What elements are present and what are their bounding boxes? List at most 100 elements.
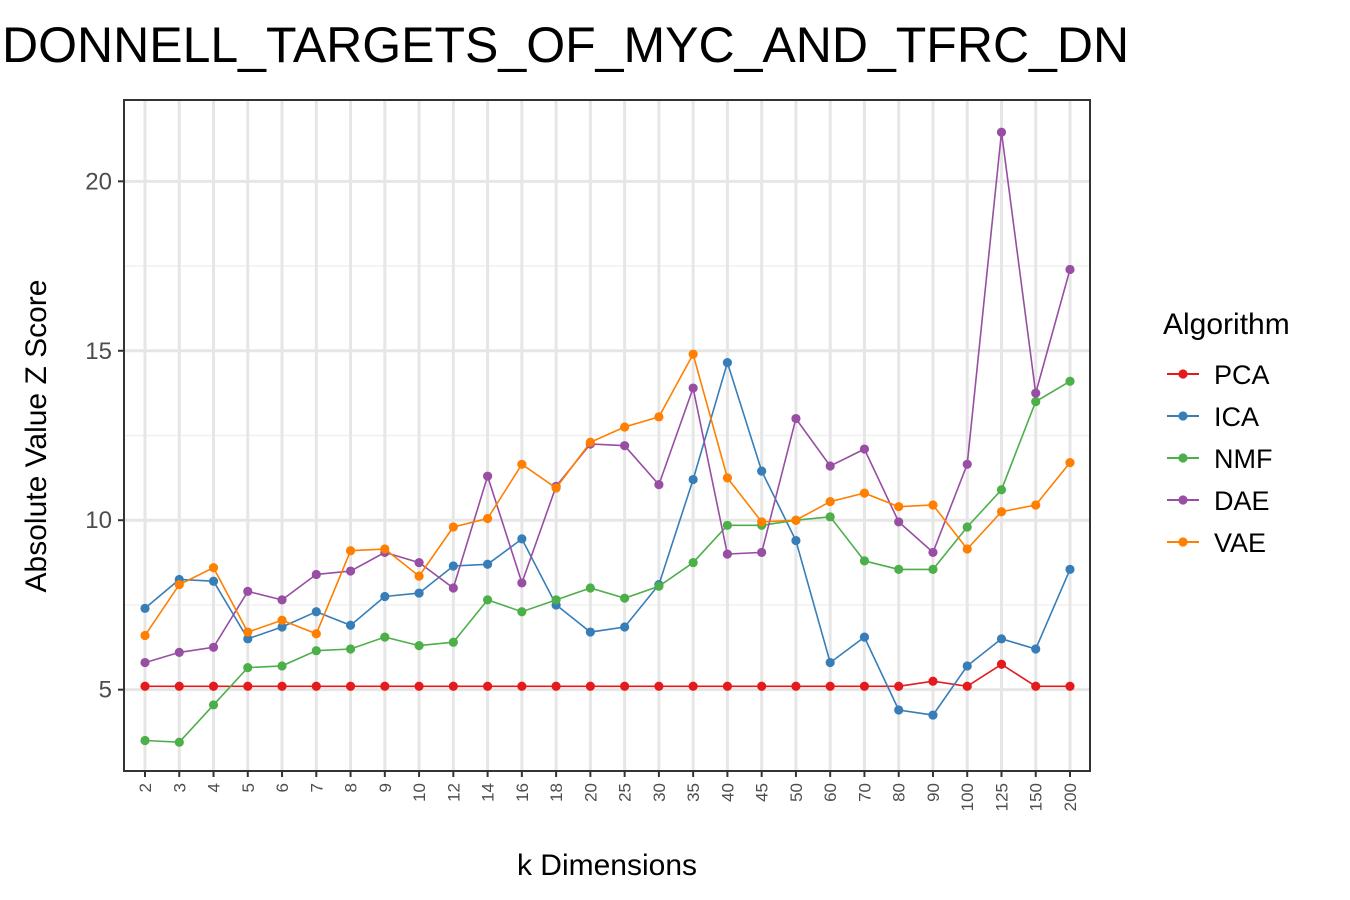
data-point-vae [962, 544, 972, 554]
data-point-nmf [722, 520, 733, 530]
data-point-nmf [311, 646, 321, 656]
y-tick-label: 20 [85, 168, 112, 195]
data-point-dae [345, 566, 356, 576]
data-point-nmf [1065, 376, 1075, 386]
data-point-dae [448, 583, 458, 593]
x-tick-label: 45 [753, 783, 772, 802]
data-point-pca [722, 681, 733, 691]
data-point-ica [928, 710, 938, 720]
series-vae [140, 349, 1075, 641]
data-point-dae [825, 461, 835, 471]
data-point-nmf [894, 564, 904, 574]
x-tick-label: 125 [992, 783, 1011, 811]
data-point-pca [482, 681, 493, 691]
y-tick-label: 15 [85, 338, 112, 365]
data-point-pca [1031, 681, 1041, 691]
data-point-dae [1065, 264, 1075, 275]
data-point-vae [345, 546, 356, 556]
data-point-pca [688, 681, 698, 691]
data-point-dae [482, 471, 493, 481]
legend: Algorithm PCA ICA NMF DAE VAE [1163, 308, 1290, 558]
data-point-nmf [482, 595, 493, 605]
data-point-vae [791, 515, 801, 525]
x-tick-label: 35 [684, 783, 703, 802]
data-point-pca [825, 681, 835, 691]
x-tick-label: 60 [821, 783, 840, 802]
data-point-ica [1065, 564, 1075, 574]
x-tick-label: 80 [890, 783, 909, 802]
legend-item-vae: VAE [1167, 528, 1266, 558]
data-point-nmf [688, 557, 698, 568]
legend-label-ica: ICA [1214, 402, 1259, 432]
data-point-pca [414, 681, 424, 691]
y-tick-label: 10 [85, 507, 112, 534]
data-point-pca [654, 681, 664, 691]
grid [124, 100, 1090, 771]
data-point-vae [277, 615, 287, 625]
legend-items: PCA ICA NMF DAE VAE [1167, 360, 1272, 558]
data-point-vae [859, 488, 870, 498]
data-point-ica [448, 561, 458, 571]
x-tick-label: 50 [787, 783, 806, 802]
data-point-vae [482, 513, 493, 524]
legend-marker-vae [1178, 537, 1188, 547]
data-point-nmf [380, 632, 390, 642]
data-point-pca [551, 681, 561, 691]
legend-label-pca: PCA [1214, 360, 1270, 390]
x-tick-label: 10 [410, 783, 429, 802]
data-point-vae [243, 627, 253, 637]
legend-title: Algorithm [1163, 308, 1290, 341]
data-point-nmf [140, 735, 150, 746]
data-point-nmf [517, 607, 527, 617]
data-point-pca [757, 681, 767, 691]
x-tick-label: 30 [650, 783, 669, 802]
series-line-nmf [144, 380, 1071, 744]
data-point-ica [620, 622, 630, 632]
data-point-dae [414, 557, 424, 568]
x-tick-label: 12 [444, 783, 463, 802]
data-point-vae [996, 507, 1007, 517]
data-point-nmf [243, 663, 253, 673]
legend-label-vae: VAE [1214, 528, 1266, 558]
data-point-pca [517, 681, 527, 691]
legend-item-nmf: NMF [1167, 444, 1272, 474]
data-point-pca [585, 681, 595, 691]
data-point-pca [962, 681, 972, 691]
data-point-dae [962, 459, 972, 469]
data-point-pca [140, 681, 150, 691]
data-point-vae [1031, 500, 1041, 510]
data-point-vae [1065, 458, 1075, 468]
x-tick-label: 5 [239, 783, 258, 792]
data-point-nmf [962, 522, 972, 532]
data-point-vae [928, 500, 938, 510]
x-tick-label: 2 [136, 783, 155, 792]
data-point-ica [345, 620, 356, 630]
data-point-vae [448, 522, 458, 532]
x-tick-label: 20 [581, 783, 600, 802]
series-line-pca [145, 663, 1070, 688]
data-point-pca [448, 681, 458, 691]
plot-panel-border [123, 99, 1091, 772]
legend-item-pca: PCA [1167, 360, 1270, 390]
data-point-dae [996, 127, 1007, 137]
data-point-ica [482, 559, 493, 569]
x-tick-label: 6 [273, 783, 292, 792]
data-point-vae [174, 580, 184, 590]
data-point-vae [722, 473, 733, 483]
series-line-dae [144, 132, 1071, 664]
data-point-ica [894, 705, 904, 715]
data-point-vae [414, 571, 424, 581]
data-point-nmf [208, 700, 219, 710]
x-tick-label: 150 [1027, 783, 1046, 811]
data-point-dae [859, 444, 870, 454]
data-point-dae [620, 441, 630, 451]
data-point-ica [585, 627, 595, 637]
data-point-vae [380, 544, 390, 554]
series-nmf [140, 376, 1075, 747]
series-ica [140, 358, 1075, 720]
series-line-vae [144, 352, 1071, 636]
data-point-vae [620, 422, 630, 432]
y-axis: 5 10 15 20 [85, 168, 124, 704]
legend-label-dae: DAE [1214, 486, 1270, 516]
data-point-dae [654, 480, 664, 490]
